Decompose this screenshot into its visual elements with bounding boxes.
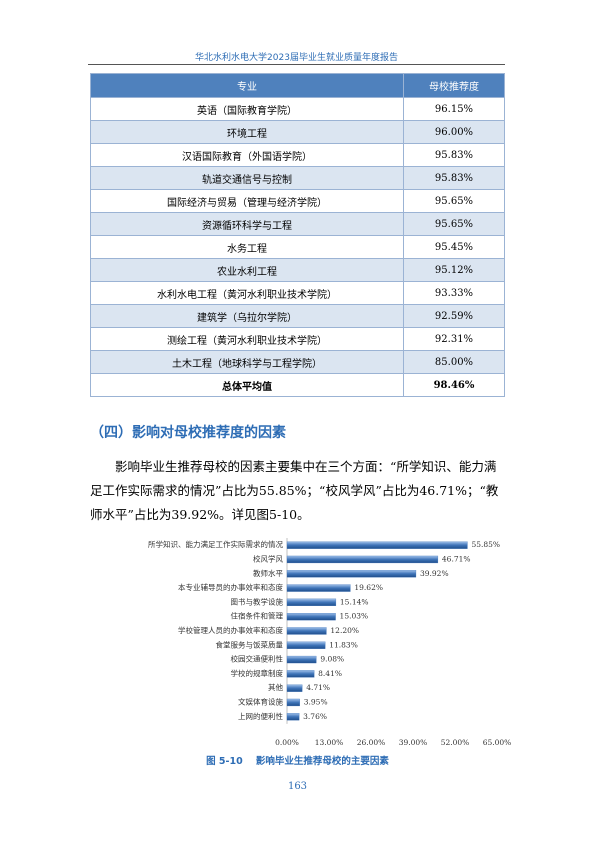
table-row: 轨道交通信号与控制 95.83% [90, 166, 505, 190]
table-row: 土木工程（地球科学与工程学院） 85.00% [90, 350, 505, 374]
y-tick-label: 学校管理人员的办事效率和态度 [178, 625, 283, 635]
table-row: 水务工程 95.45% [90, 235, 505, 259]
x-tick-label: 0.00% [275, 738, 299, 747]
value-label: 3.76% [303, 712, 327, 721]
table-cell: 农业水利工程 [90, 258, 404, 282]
value-label: 11.83% [329, 640, 358, 649]
table-cell: 95.45% [403, 235, 505, 259]
x-tick-label: 39.00% [399, 738, 428, 747]
value-label: 19.62% [354, 583, 383, 592]
table-cell: 水务工程 [90, 235, 404, 259]
section-heading: （四）影响对母校推荐度的因素 [90, 425, 286, 441]
table-cell: 95.65% [403, 189, 505, 213]
table-row: 国际经济与贸易（管理与经济学院） 95.65% [90, 189, 505, 213]
table-cell: 轨道交通信号与控制 [90, 166, 404, 190]
table-cell: 总体平均值 [90, 373, 404, 397]
table-row: 汉语国际教育（外国语学院） 95.83% [90, 143, 505, 167]
value-label: 55.85% [471, 540, 500, 549]
table-cell: 95.65% [403, 212, 505, 236]
table-cell: 96.15% [403, 97, 505, 121]
running-header: 华北水利水电大学2023届毕业生就业质量年度报告 [195, 53, 398, 63]
y-tick-label: 图书与教学设施 [231, 596, 284, 606]
table-cell: 测绘工程（黄河水利职业技术学院） [90, 327, 404, 351]
bar [286, 684, 303, 692]
table-cell: 93.33% [403, 281, 505, 305]
table-cell: 95.83% [403, 143, 505, 167]
bar [286, 541, 468, 549]
table-cell: 水利水电工程（黄河水利职业技术学院） [90, 281, 404, 305]
value-label: 3.95% [304, 697, 328, 706]
value-label: 46.71% [442, 554, 471, 563]
table-cell: 建筑学（乌拉尔学院） [90, 304, 404, 328]
table-cell: 92.59% [403, 304, 505, 328]
y-tick-label: 校风学风 [253, 553, 283, 563]
table-cell: 85.00% [403, 350, 505, 374]
value-label: 9.08% [320, 655, 344, 664]
y-tick-label: 学校的规章制度 [231, 668, 284, 678]
recommendation-table: 专业 母校推荐度 英语（国际教育学院） 96.15% 环境工程 96.00% 汉语国际教… [90, 73, 505, 397]
y-tick-label: 教师水平 [253, 568, 283, 578]
table-cell: 96.00% [403, 120, 505, 144]
table-cell: 土木工程（地球科学与工程学院） [90, 350, 404, 374]
paragraph: 影响毕业生推荐母校的因素主要集中在三个方面：“所学知识、能力满足工作实际需求的情… [90, 459, 499, 522]
bar [286, 698, 300, 707]
table-row: 水利水电工程（黄河水利职业技术学院） 93.33% [90, 281, 505, 305]
column-header: 专业 [90, 73, 404, 98]
value-label: 8.41% [318, 669, 342, 678]
bar [286, 713, 300, 721]
y-tick-label: 食堂服务与饭菜质量 [216, 639, 284, 649]
bar [286, 655, 317, 664]
bar [286, 598, 337, 606]
y-tick-label: 其他 [268, 682, 283, 692]
bar [286, 570, 417, 578]
column-header: 母校推荐度 [403, 73, 505, 98]
value-label: 15.03% [340, 612, 369, 621]
value-label: 12.20% [330, 626, 359, 635]
y-tick-label: 文娱体育设施 [238, 696, 283, 706]
table-header-row: 专业 母校推荐度 [90, 73, 505, 98]
table-cell: 英语（国际教育学院） [90, 97, 404, 121]
table-row: 英语（国际教育学院） 96.15% [90, 97, 505, 121]
y-tick-label: 所学知识、能力满足工作实际需求的情况 [148, 539, 283, 549]
table-row: 环境工程 96.00% [90, 120, 505, 144]
value-label: 15.14% [340, 597, 369, 606]
table-row: 总体平均值 98.46% [90, 373, 505, 397]
header-rule [88, 64, 505, 65]
table-row: 测绘工程（黄河水利职业技术学院） 92.31% [90, 327, 505, 351]
y-tick-label: 上网的便利性 [238, 711, 283, 721]
bar [286, 613, 336, 621]
table-cell: 资源循环科学与工程 [90, 212, 404, 236]
table-cell: 汉语国际教育（外国语学院） [90, 143, 404, 167]
x-tick-label: 65.00% [483, 738, 512, 747]
value-label: 39.92% [420, 569, 449, 578]
table-cell: 环境工程 [90, 120, 404, 144]
table-cell: 95.12% [403, 258, 505, 282]
bar [286, 641, 326, 649]
x-tick-label: 13.00% [315, 738, 344, 747]
table-row: 农业水利工程 95.12% [90, 258, 505, 282]
table-cell: 国际经济与贸易（管理与经济学院） [90, 189, 404, 213]
table-cell: 92.31% [403, 327, 505, 351]
figure-caption: 图 5-10 影响毕业生推荐母校的主要因素 [206, 756, 389, 767]
bar [286, 670, 315, 678]
bar [286, 584, 351, 592]
table-row: 建筑学（乌拉尔学院） 92.59% [90, 304, 505, 328]
chart: 0.00% 13.00% 26.00% 39.00% 52.00% 65.00% 所学知识、… [148, 538, 512, 747]
y-tick-label: 住宿条件和管理 [231, 611, 284, 621]
y-tick-label: 本专业辅导员的办事效率和态度 [178, 582, 283, 592]
page-number: 163 [287, 781, 308, 792]
value-label: 4.71% [306, 683, 330, 692]
table-row: 资源循环科学与工程 95.65% [90, 212, 505, 236]
bar [286, 627, 327, 635]
y-tick-label: 校园交通便利性 [231, 654, 284, 664]
table-cell: 98.46% [403, 373, 505, 397]
x-tick-label: 26.00% [357, 738, 386, 747]
x-tick-label: 52.00% [441, 738, 470, 747]
table-cell: 95.83% [403, 166, 505, 190]
bar [286, 555, 439, 564]
